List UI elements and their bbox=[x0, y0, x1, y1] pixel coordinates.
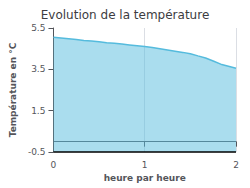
svg-text:5.5: 5.5 bbox=[31, 23, 45, 33]
svg-text:-0.5: -0.5 bbox=[28, 147, 46, 157]
svg-text:2: 2 bbox=[233, 160, 239, 170]
svg-text:1: 1 bbox=[142, 160, 148, 170]
svg-text:Température en °C: Température en °C bbox=[8, 42, 18, 137]
svg-text:3.5: 3.5 bbox=[31, 64, 45, 74]
svg-text:Evolution de la température: Evolution de la température bbox=[41, 8, 210, 22]
svg-text:1.5: 1.5 bbox=[31, 106, 45, 116]
svg-text:heure par heure: heure par heure bbox=[104, 173, 186, 183]
svg-text:0: 0 bbox=[51, 160, 57, 170]
